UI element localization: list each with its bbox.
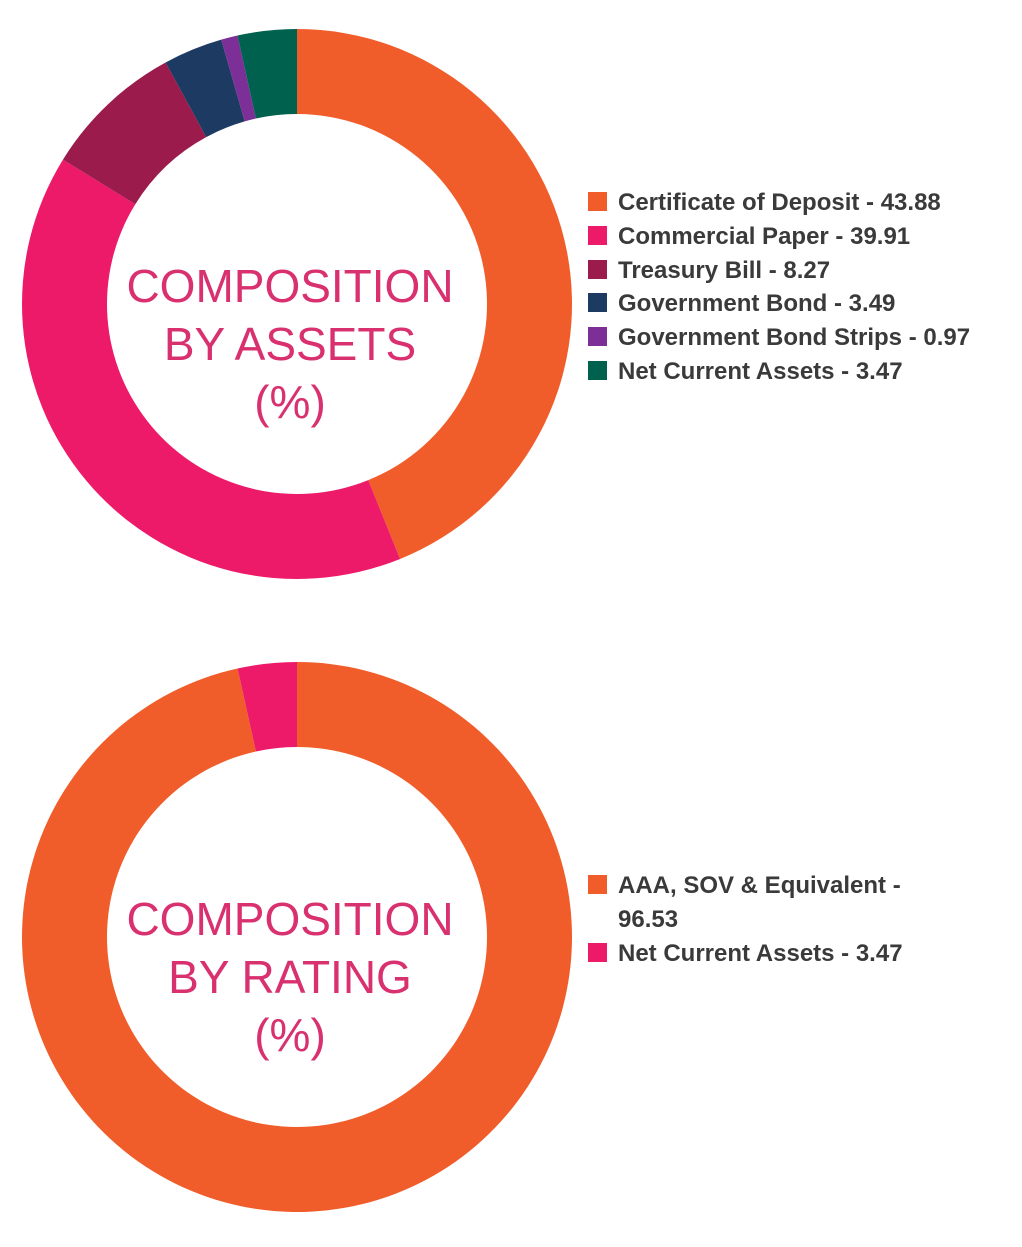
asset-title-line-2: BY ASSETS: [163, 318, 417, 370]
slice-treasury-bill: [62, 62, 207, 205]
rating-composition-chart: COMPOSITION BY RATING (%) AAA, SOV & Equ…: [0, 630, 1022, 1247]
slice-aaa-sov-equivalent: [21, 662, 573, 1212]
legend-label: Commercial Paper - 39.91: [618, 222, 911, 250]
legend-item-aaa-sov-equivalent: AAA, SOV & Equivalent - 96.53: [588, 869, 928, 937]
legend-item-government-bond: Government Bond - 3.49: [588, 287, 1013, 321]
asset-title-line-1: COMPOSITION: [126, 260, 454, 312]
rating-title-line-3: (%): [254, 1009, 326, 1061]
asset-composition-donut: [22, 29, 572, 579]
rating-title-line-2: BY RATING: [168, 951, 412, 1003]
legend-swatch: [588, 360, 607, 380]
legend-label: Government Bond - 3.49: [618, 290, 896, 318]
legend-item-government-bond-strips: Government Bond Strips - 0.97: [588, 321, 1013, 355]
asset-composition-chart: COMPOSITION BY ASSETS (%) Certificate of…: [0, 0, 1022, 620]
legend-label: Treasury Bill - 8.27: [618, 256, 831, 284]
legend-label: Certificate of Deposit - 43.88: [618, 189, 941, 216]
slice-government-bond: [165, 39, 245, 138]
slice-commercial-paper: [22, 159, 401, 579]
legend-swatch: [588, 293, 607, 313]
rating-title-line-1: COMPOSITION: [126, 893, 454, 945]
legend-item-net-current-assets: Net Current Assets - 3.47: [588, 355, 1013, 389]
slice-government-bond-strips: [221, 35, 256, 122]
legend-item-net-current-assets: Net Current Assets - 3.47: [588, 937, 928, 971]
asset-legend: Certificate of Deposit - 43.88 Commercia…: [588, 186, 1013, 389]
asset-title-line-3: (%): [254, 376, 326, 428]
legend-label: Net Current Assets - 3.47: [618, 939, 903, 967]
asset-chart-center-title: COMPOSITION BY ASSETS (%): [90, 257, 490, 431]
legend-item-commercial-paper: Commercial Paper - 39.91: [588, 220, 1013, 254]
legend-swatch: [588, 942, 607, 962]
slice-net-current-assets: [237, 29, 297, 119]
slice-net-current-assets: [237, 662, 297, 752]
legend-swatch: [588, 327, 607, 347]
rating-legend: AAA, SOV & Equivalent - 96.53 Net Curren…: [588, 869, 928, 970]
legend-label: AAA, SOV & Equivalent - 96.53: [618, 872, 901, 933]
legend-item-certificate-of-deposit: Certificate of Deposit - 43.88: [588, 186, 1013, 220]
legend-label: Government Bond Strips - 0.97: [618, 324, 971, 352]
legend-swatch: [588, 192, 607, 211]
legend-swatch: [588, 225, 607, 245]
rating-chart-center-title: COMPOSITION BY RATING (%): [90, 890, 490, 1064]
legend-swatch: [588, 259, 607, 279]
legend-swatch: [588, 875, 607, 894]
legend-item-treasury-bill: Treasury Bill - 8.27: [588, 254, 1013, 288]
rating-composition-donut: [21, 662, 573, 1212]
slice-certificate-of-deposit: [297, 29, 572, 559]
legend-label: Net Current Assets - 3.47: [618, 357, 903, 385]
